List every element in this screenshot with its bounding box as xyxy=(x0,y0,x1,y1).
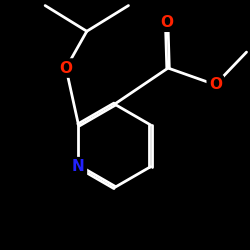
Text: O: O xyxy=(209,77,222,92)
Text: O: O xyxy=(160,15,173,30)
Text: O: O xyxy=(60,60,72,76)
Text: N: N xyxy=(72,159,85,174)
